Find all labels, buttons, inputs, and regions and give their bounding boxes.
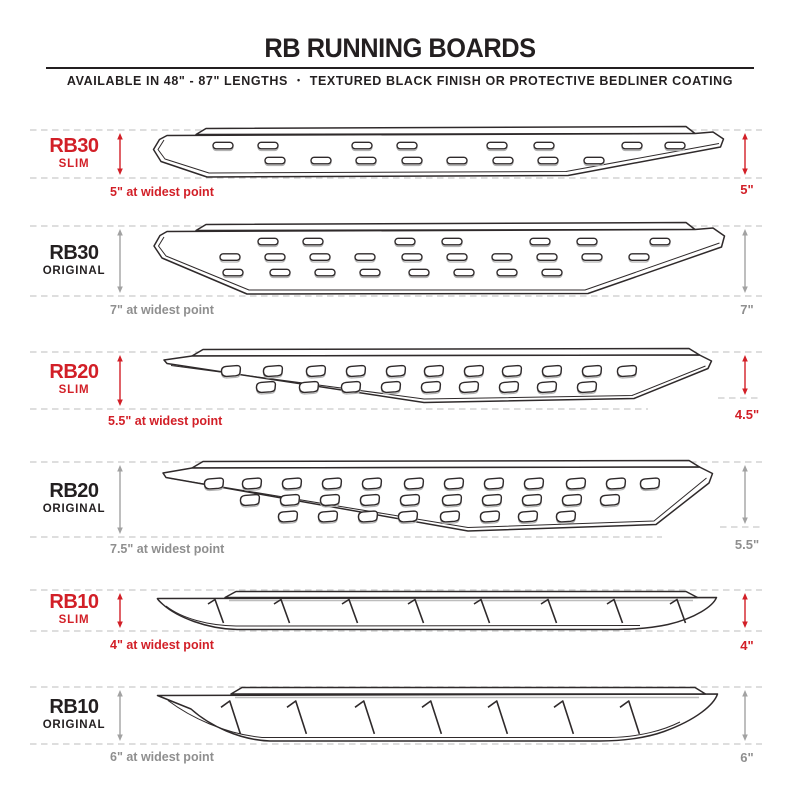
width-note-rb30-original: 7" at widest point — [110, 303, 214, 317]
model-name: RB30 — [49, 135, 99, 158]
product-label-rb30-original: RB30 ORIGINAL — [18, 237, 130, 285]
model-name: RB30 — [49, 242, 99, 265]
height-label-rb20-slim: 4.5" — [734, 407, 760, 422]
width-arrow-left-rb30-original — [117, 229, 123, 293]
width-arrow-left-rb10-original — [117, 690, 123, 741]
product-label-rb10-slim: RB10 SLIM — [18, 586, 130, 634]
variant-name: ORIGINAL — [42, 719, 106, 732]
height-label-rb10-slim: 4" — [740, 638, 754, 653]
board-drawing-rb30-original — [153, 221, 726, 295]
width-arrow-right-rb10-slim — [742, 593, 748, 628]
width-note-rb30-slim: 5" at widest point — [110, 185, 214, 199]
width-note-rb20-slim: 5.5" at widest point — [108, 414, 223, 428]
board-drawing-rb20-original — [162, 459, 714, 532]
variant-name: SLIM — [58, 384, 90, 397]
variant-name: ORIGINAL — [42, 265, 106, 278]
product-label-rb20-slim: RB20 SLIM — [18, 356, 130, 404]
subtitle-finish: TEXTURED BLACK FINISH OR PROTECTIVE BEDL… — [309, 74, 734, 88]
product-label-rb30-slim: RB30 SLIM — [18, 130, 130, 178]
width-arrow-right-rb30-original — [742, 229, 748, 293]
board-drawing-rb10-original — [156, 686, 719, 742]
width-arrow-right-rb20-original — [742, 465, 748, 524]
width-arrow-left-rb20-original — [117, 465, 123, 534]
width-note-rb10-original: 6" at widest point — [110, 750, 214, 764]
width-arrow-left-rb30-slim — [117, 133, 123, 175]
subtitle-lengths: AVAILABLE IN 48" - 87" LENGTHS — [66, 74, 288, 88]
width-arrow-right-rb30-slim — [742, 133, 748, 175]
width-arrow-left-rb10-slim — [117, 593, 123, 628]
variant-name: SLIM — [58, 158, 90, 171]
page-title: RB RUNNING BOARDS — [264, 33, 536, 63]
product-label-rb20-original: RB20 ORIGINAL — [18, 475, 130, 523]
height-label-rb30-slim: 5" — [740, 182, 754, 197]
model-name: RB10 — [49, 591, 99, 614]
height-label-rb30-original: 7" — [740, 302, 754, 317]
width-arrow-right-rb10-original — [742, 690, 748, 741]
width-arrow-right-rb20-slim — [742, 355, 748, 395]
model-name: RB20 — [49, 361, 99, 384]
subtitle: AVAILABLE IN 48" - 87" LENGTHS • TEXTURE… — [0, 74, 800, 88]
width-note-rb20-original: 7.5" at widest point — [110, 542, 225, 556]
board-drawing-rb20-slim — [163, 347, 713, 404]
variant-name: SLIM — [58, 614, 90, 627]
model-name: RB20 — [49, 480, 99, 503]
width-arrow-left-rb20-slim — [117, 355, 123, 406]
model-name: RB10 — [49, 696, 99, 719]
title-underline — [46, 67, 754, 69]
width-note-rb10-slim: 4" at widest point — [110, 638, 214, 652]
board-drawing-rb30-slim — [152, 125, 725, 178]
product-label-rb10-original: RB10 ORIGINAL — [18, 691, 130, 739]
height-label-rb10-original: 6" — [740, 750, 754, 765]
variant-name: ORIGINAL — [42, 503, 106, 516]
bullet-separator-icon: • — [296, 75, 301, 85]
board-drawing-rb10-slim — [156, 590, 718, 631]
height-label-rb20-original: 5.5" — [734, 537, 760, 552]
